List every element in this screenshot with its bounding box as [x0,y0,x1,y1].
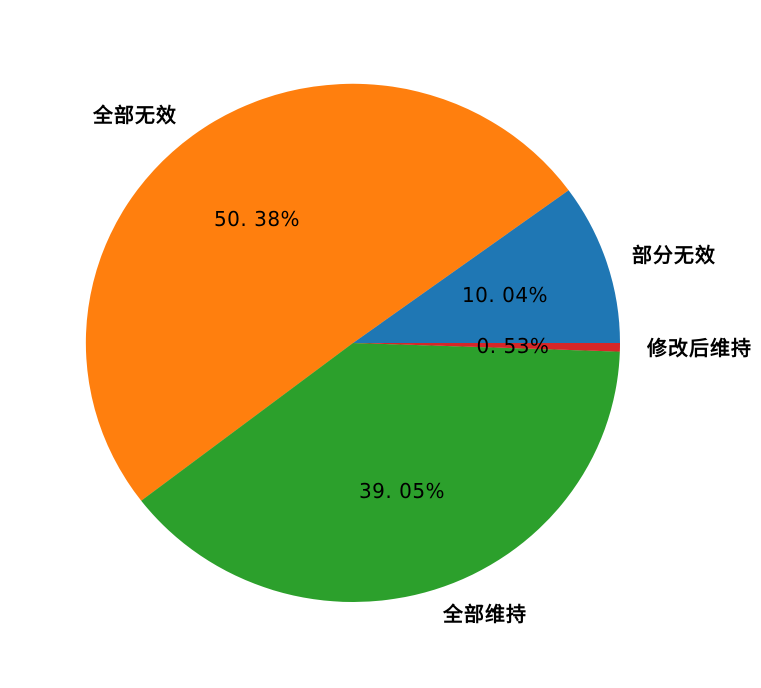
pie-slice-percentage: 50. 38% [213,207,301,231]
pie-slice-percentage: 10. 04% [461,283,549,307]
pie-slice-label: 全部维持 [443,602,527,626]
pie-slice-2 [141,343,620,602]
pie-slice-percentage: 39. 05% [358,479,446,503]
pie-slice-label: 部分无效 [632,243,716,267]
pie-slice-label: 修改后维持 [647,336,752,360]
pie-slice-label: 全部无效 [93,103,177,127]
pie-slice-percentage: 0. 53% [476,334,550,358]
pie-slice-0 [353,190,620,343]
pie-wedges [85,83,620,602]
pie-slice-3 [353,343,620,352]
pie-slice-1 [85,83,569,501]
